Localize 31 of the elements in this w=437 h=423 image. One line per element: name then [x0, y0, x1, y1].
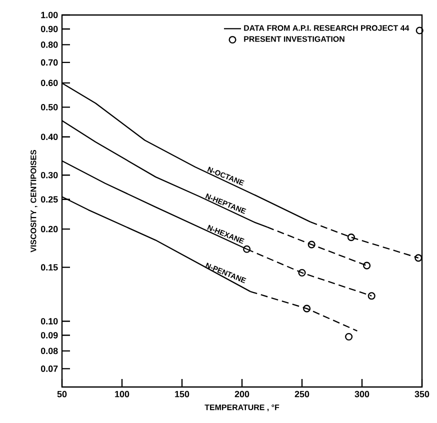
y-tick-label: 0.30 — [40, 172, 58, 178]
y-tick-label: 0.70 — [40, 59, 58, 66]
x-tick-label: 250 — [294, 390, 310, 398]
point — [345, 332, 353, 341]
y-tick-label: 0.09 — [40, 332, 58, 338]
y-tick-label: 0.20 — [40, 226, 58, 232]
point — [414, 254, 422, 262]
point — [368, 292, 376, 300]
point — [303, 304, 311, 312]
point — [363, 262, 371, 270]
y-tick-label: 0.90 — [40, 26, 58, 32]
x-tick-label: 100 — [115, 390, 130, 398]
y-tick-label: 0.10 — [40, 318, 58, 324]
point — [298, 268, 306, 277]
y-tick-label: 0.15 — [40, 264, 58, 271]
y-tick-label: 0.60 — [40, 80, 58, 86]
y-tick-label: 0.40 — [40, 134, 58, 140]
y-tick-label: 0.25 — [40, 196, 58, 203]
point — [347, 234, 355, 242]
y-tick-label: 0.80 — [40, 42, 58, 48]
x-tick-label: 300 — [354, 390, 370, 398]
x-tick-label: 50 — [57, 390, 67, 398]
y-tick-label: 0.07 — [40, 366, 58, 372]
x-tick-label: 350 — [414, 390, 430, 398]
x-tick-label: 200 — [234, 390, 250, 398]
y-tick-label: 0.50 — [40, 104, 58, 110]
x-tick-label: 150 — [175, 390, 190, 398]
point — [416, 26, 424, 34]
point — [308, 240, 316, 248]
y-tick-label: 0.08 — [40, 348, 58, 354]
y-tick-label: 1.00 — [41, 12, 58, 18]
